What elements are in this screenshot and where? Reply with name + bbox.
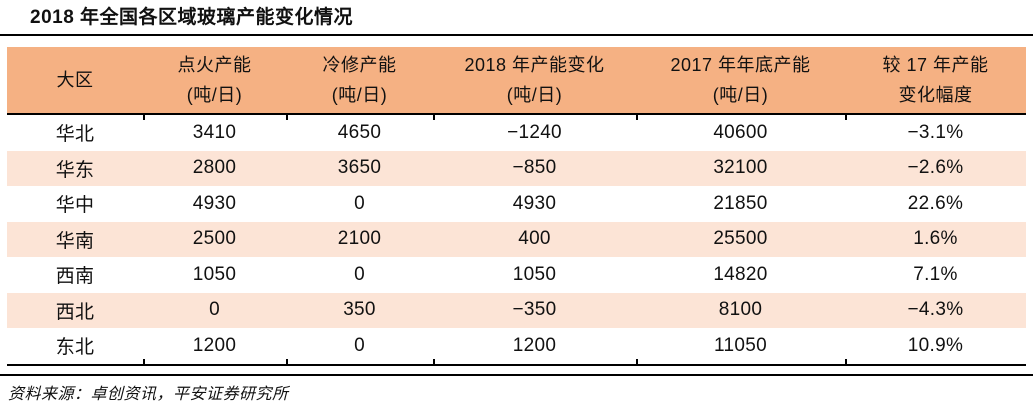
header-cell-ignited-capacity: 点火产能 (吨/日) — [143, 47, 286, 113]
table-row-huanan: 华南 2500 2100 400 25500 1.6% — [7, 221, 1026, 257]
cell-change-pct: −3.1% — [907, 121, 964, 143]
table-header-row: 大区 点火产能 (吨/日) 冷修产能 (吨/日) 2018 年产能变化 (吨/日… — [7, 47, 1026, 115]
cell-yearend-2017: 25500 — [713, 228, 768, 250]
cell-ignited: 3410 — [192, 121, 237, 143]
column-tick — [845, 115, 848, 120]
cell-change-2018: −350 — [512, 299, 557, 321]
table-row-huadong: 华东 2800 3650 −850 32100 −2.6% — [7, 150, 1026, 186]
source-note: 资料来源：卓创资讯，平安证券研究所 — [8, 385, 289, 403]
column-tick — [636, 115, 639, 120]
header-cell-2017-yearend-capacity: 2017 年年底产能 (吨/日) — [636, 47, 845, 113]
table-row-huazhong: 华中 4930 0 4930 21850 22.6% — [7, 186, 1026, 222]
cell-cold-repair: 4650 — [337, 121, 382, 143]
cell-yearend-2017: 11050 — [714, 334, 767, 356]
cell-ignited: 4930 — [192, 192, 237, 214]
header-line1: 2018 年产能变化 — [464, 55, 605, 75]
cell-change-2018: 1200 — [512, 334, 557, 356]
header-line2: (吨/日) — [506, 85, 563, 105]
capacity-table: 大区 点火产能 (吨/日) 冷修产能 (吨/日) 2018 年产能变化 (吨/日… — [7, 47, 1026, 366]
cell-change-pct: 10.9% — [907, 334, 964, 356]
header-cell-cold-repair-capacity: 冷修产能 (吨/日) — [286, 47, 433, 113]
cell-ignited: 2800 — [192, 157, 237, 179]
cell-region: 华东 — [55, 159, 95, 181]
cell-region: 西北 — [55, 301, 95, 323]
header-line1: 点火产能 — [177, 55, 252, 75]
header-line1: 2017 年年底产能 — [670, 55, 811, 75]
column-tick — [433, 358, 436, 364]
column-tick — [143, 358, 146, 364]
column-tick — [845, 358, 848, 364]
table-body: 华北 3410 4650 −1240 40600 −3.1% 华东 2800 3… — [7, 115, 1026, 366]
cell-change-pct: −2.6% — [907, 157, 964, 179]
cell-cold-repair: 0 — [354, 334, 365, 356]
cell-yearend-2017: 21850 — [713, 192, 768, 214]
column-tick — [636, 358, 639, 364]
title-divider — [0, 34, 1033, 36]
header-line2: (吨/日) — [712, 85, 769, 105]
cell-region: 华中 — [55, 195, 95, 217]
cell-ignited: 2500 — [192, 228, 237, 250]
header-line1: 冷修产能 — [322, 55, 397, 75]
cell-region: 西南 — [55, 266, 95, 288]
cell-ignited: 0 — [209, 299, 220, 321]
header-line2: 变化幅度 — [898, 85, 973, 105]
header-cell-region: 大区 — [7, 47, 143, 113]
column-tick — [143, 115, 146, 120]
table-row-huabei: 华北 3410 4650 −1240 40600 −3.1% — [7, 115, 1026, 151]
figure-title: 2018 年全国各区域玻璃产能变化情况 — [30, 7, 354, 28]
cell-change-pct: −4.3% — [907, 299, 964, 321]
cell-cold-repair: 3650 — [337, 157, 382, 179]
column-tick — [286, 115, 288, 120]
cell-change-pct: 22.6% — [907, 192, 964, 214]
cell-change-pct: 7.1% — [913, 263, 958, 285]
cell-cold-repair: 0 — [354, 263, 365, 285]
column-tick — [286, 358, 288, 364]
cell-change-2018: 400 — [518, 228, 551, 250]
header-cell-2018-capacity-change: 2018 年产能变化 (吨/日) — [433, 47, 636, 113]
cell-yearend-2017: 40600 — [713, 121, 768, 143]
cell-change-2018: 1050 — [512, 263, 557, 285]
cell-region: 东北 — [55, 337, 95, 359]
table-row-dongbei: 东北 1200 0 1200 11050 10.9% — [7, 328, 1026, 364]
column-tick — [433, 115, 436, 120]
cell-cold-repair: 2100 — [337, 228, 382, 250]
cell-yearend-2017: 32100 — [713, 157, 768, 179]
cell-region: 华南 — [55, 230, 95, 252]
table-row-xibei: 西北 0 350 −350 8100 −4.3% — [7, 292, 1026, 328]
cell-change-2018: 4930 — [512, 192, 557, 214]
cell-ignited: 1050 — [192, 263, 237, 285]
cell-cold-repair: 350 — [343, 299, 376, 321]
header-line2: (吨/日) — [186, 85, 243, 105]
cell-change-2018: −850 — [512, 157, 557, 179]
cell-yearend-2017: 8100 — [718, 299, 763, 321]
cell-yearend-2017: 14820 — [713, 263, 768, 285]
header-line1: 大区 — [56, 70, 94, 90]
cell-change-2018: −1240 — [507, 121, 562, 143]
cell-region: 华北 — [55, 124, 95, 146]
table-row-xinan: 西南 1050 0 1050 14820 7.1% — [7, 257, 1026, 293]
cell-cold-repair: 0 — [354, 192, 365, 214]
cell-ignited: 1200 — [192, 334, 237, 356]
header-line2: (吨/日) — [331, 85, 388, 105]
header-line1: 较 17 年产能 — [882, 55, 989, 75]
cell-change-pct: 1.6% — [913, 228, 958, 250]
header-cell-change-pct-vs-17: 较 17 年产能 变化幅度 — [845, 47, 1026, 113]
footer-divider — [0, 373, 1033, 376]
